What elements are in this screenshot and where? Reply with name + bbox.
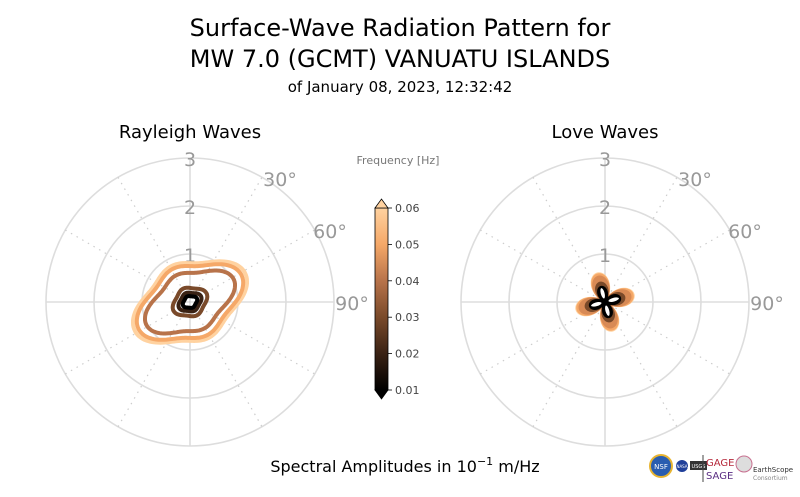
angle-tick-label: 60°	[728, 221, 762, 243]
angle-tick-label: 90°	[335, 293, 369, 315]
series-curve-0.02	[176, 290, 204, 314]
x-axis-label: Spectral Amplitudes in 10−1 m/Hz	[270, 455, 539, 476]
svg-text:USGS: USGS	[692, 464, 706, 470]
panel-title: Love Waves	[552, 122, 659, 143]
series-curve-0.05	[134, 262, 246, 342]
colorbar-tick-label: 0.06	[395, 202, 420, 215]
series-curve-0.01	[180, 294, 200, 310]
angle-tick-label: 30°	[678, 169, 712, 191]
colorbar-tick-label: 0.05	[395, 238, 420, 251]
lobe-node	[603, 304, 611, 318]
nsf-logo	[649, 454, 673, 478]
radial-tick-label: 2	[599, 197, 611, 219]
usgs-logo	[690, 461, 707, 470]
svg-text:Consortium: Consortium	[753, 475, 788, 482]
svg-text:EarthScope: EarthScope	[753, 466, 793, 474]
angle-tick-label: 30°	[263, 169, 297, 191]
nasa-logo	[676, 460, 688, 472]
svg-text:NASA: NASA	[676, 464, 687, 469]
colorbar-tick-label: 0.04	[395, 275, 420, 288]
colorbar-tick-label: 0.03	[395, 311, 420, 324]
colorbar-tick-label: 0.01	[395, 384, 420, 397]
colorbar-tick-label: 0.02	[395, 348, 420, 361]
sage-logo: SAGE	[706, 471, 733, 482]
sponsor-logos: NSF NASA USGS GAGE SAGE EarthScope Conso…	[649, 454, 793, 482]
angular-gridline	[117, 176, 263, 428]
radial-tick-label: 2	[184, 197, 196, 219]
chart-title-line2: MW 7.0 (GCMT) VANUATU ISLANDS	[190, 45, 611, 73]
lobe-node	[599, 286, 607, 300]
chart-title-line1: Surface-Wave Radiation Pattern for	[190, 14, 611, 42]
angle-tick-label: 90°	[750, 293, 784, 315]
colorbar	[374, 198, 389, 400]
series-curve-0.03	[170, 285, 210, 319]
lobe-node	[589, 300, 603, 308]
panel-title: Rayleigh Waves	[119, 122, 261, 143]
colorbar-title: Frequency [Hz]	[357, 154, 440, 167]
gage-logo: GAGE	[706, 458, 734, 469]
chart-subtitle: of January 08, 2023, 12:32:42	[288, 78, 513, 96]
svg-text:NSF: NSF	[654, 463, 668, 471]
lobe-node	[607, 296, 621, 304]
series-curve-0.06	[131, 259, 249, 345]
love-polar-panel: Love Waves 1 2 3 30° 60° 90°	[460, 122, 784, 447]
radial-tick-label: 3	[184, 149, 196, 171]
radial-tick-label: 3	[599, 149, 611, 171]
angle-tick-label: 60°	[313, 221, 347, 243]
series-curve-0.04	[143, 268, 237, 336]
radial-tick-label: 1	[599, 245, 611, 267]
earthscope-logo	[735, 455, 753, 473]
